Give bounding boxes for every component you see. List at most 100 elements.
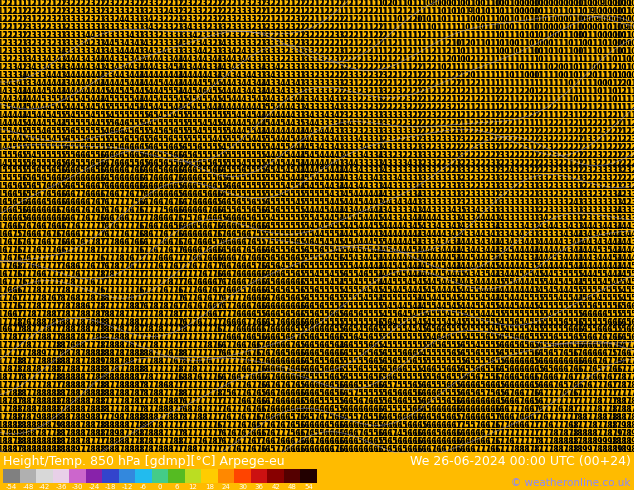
Text: 10: 10	[602, 0, 612, 8]
Text: 13: 13	[348, 150, 359, 160]
Text: 15: 15	[300, 150, 310, 160]
Text: 13: 13	[480, 135, 491, 144]
Text: 13: 13	[451, 150, 462, 160]
Text: 11: 11	[353, 31, 364, 40]
Text: 13: 13	[534, 214, 544, 223]
Text: 11: 11	[543, 71, 554, 80]
Text: 17: 17	[119, 413, 130, 422]
Text: 19: 19	[616, 421, 627, 430]
Text: 17: 17	[75, 389, 86, 398]
Text: 16: 16	[460, 445, 471, 454]
Text: 11: 11	[524, 103, 534, 112]
Text: 13: 13	[114, 39, 125, 48]
Text: 16: 16	[41, 182, 51, 192]
Text: 16: 16	[256, 254, 266, 263]
Text: 15: 15	[397, 286, 408, 295]
Text: 10: 10	[538, 24, 549, 32]
Text: 17: 17	[134, 397, 145, 406]
Text: 17: 17	[563, 365, 574, 374]
Text: 17: 17	[148, 254, 159, 263]
Text: 14: 14	[348, 254, 359, 263]
Text: 16: 16	[489, 397, 500, 406]
Text: 15: 15	[119, 111, 129, 120]
Text: 15: 15	[524, 310, 534, 318]
Text: 17: 17	[543, 437, 554, 446]
Text: 14: 14	[304, 111, 315, 120]
Text: 18: 18	[46, 437, 56, 446]
Text: 16: 16	[411, 429, 422, 438]
Text: 17: 17	[27, 389, 37, 398]
Text: 12: 12	[319, 7, 330, 17]
Text: 17: 17	[119, 286, 130, 295]
Text: 14: 14	[411, 325, 422, 335]
Text: 11: 11	[485, 39, 495, 48]
Text: 18: 18	[148, 397, 159, 406]
Text: 18: 18	[587, 437, 598, 446]
Text: 11: 11	[500, 55, 510, 64]
Text: 14: 14	[363, 238, 373, 247]
Text: 17: 17	[7, 373, 18, 382]
Text: 17: 17	[183, 198, 193, 207]
Text: 16: 16	[261, 349, 271, 358]
Text: 16: 16	[514, 421, 525, 430]
Text: 12: 12	[344, 63, 354, 72]
Text: 17: 17	[212, 278, 223, 287]
Text: 17: 17	[275, 429, 286, 438]
Text: 16: 16	[202, 310, 212, 318]
Text: 17: 17	[119, 349, 130, 358]
Text: 16: 16	[251, 397, 261, 406]
Text: 16: 16	[188, 198, 198, 207]
Text: 17: 17	[587, 381, 598, 390]
Text: 12: 12	[378, 79, 388, 88]
Text: 15: 15	[319, 302, 330, 311]
Text: 15: 15	[339, 357, 349, 367]
Text: 13: 13	[578, 190, 588, 199]
Text: 16: 16	[621, 302, 632, 311]
Text: 13: 13	[46, 47, 56, 56]
Text: 13: 13	[480, 190, 491, 199]
Text: 16: 16	[217, 167, 227, 175]
Text: 18: 18	[178, 429, 188, 438]
Text: 15: 15	[539, 294, 549, 303]
Text: 15: 15	[519, 310, 529, 318]
Text: 12: 12	[309, 39, 320, 48]
Text: 16: 16	[188, 230, 198, 239]
Text: 16: 16	[500, 357, 510, 367]
Text: 11: 11	[505, 47, 515, 56]
Text: 14: 14	[319, 158, 330, 168]
Text: 14: 14	[51, 119, 61, 128]
Text: 12: 12	[411, 95, 422, 104]
Text: 17: 17	[236, 334, 247, 343]
Text: 17: 17	[109, 389, 120, 398]
Text: 14: 14	[22, 119, 32, 128]
Text: 14: 14	[583, 222, 593, 231]
Text: 10: 10	[460, 55, 471, 64]
Text: 13: 13	[387, 143, 398, 151]
Text: 11: 11	[568, 87, 578, 96]
Text: 13: 13	[446, 238, 456, 247]
Text: 12: 12	[626, 174, 634, 183]
Text: 15: 15	[529, 397, 539, 406]
Text: 16: 16	[105, 127, 115, 136]
Text: 17: 17	[178, 421, 188, 430]
Text: 17: 17	[31, 357, 42, 367]
Text: 15: 15	[378, 238, 388, 247]
Text: 13: 13	[202, 55, 212, 64]
Text: 14: 14	[148, 127, 159, 136]
Text: 14: 14	[270, 135, 281, 144]
Text: 13: 13	[446, 214, 456, 223]
Text: 15: 15	[246, 167, 256, 175]
Text: 18: 18	[124, 381, 134, 390]
Text: 12: 12	[56, 0, 66, 8]
Text: 13: 13	[451, 127, 462, 136]
Text: 16: 16	[231, 445, 242, 454]
Text: 42: 42	[271, 484, 280, 490]
Text: 10: 10	[612, 31, 622, 40]
Text: 16: 16	[163, 182, 174, 192]
Text: 17: 17	[0, 222, 8, 231]
Text: 13: 13	[553, 254, 564, 263]
Text: 17: 17	[543, 389, 554, 398]
Text: 13: 13	[280, 87, 290, 96]
Text: 11: 11	[465, 0, 476, 8]
Text: 14: 14	[505, 167, 515, 175]
